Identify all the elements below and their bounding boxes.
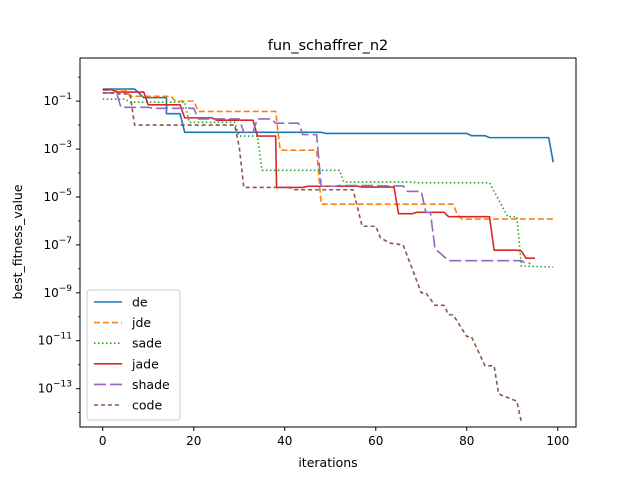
x-tick-label: 20	[186, 434, 201, 448]
y-tick-label: 10−1	[43, 92, 72, 108]
legend-label-shade: shade	[132, 377, 170, 392]
legend-label-jde: jde	[131, 315, 151, 330]
y-tick-exponent: −1	[59, 92, 72, 102]
y-tick-exponent: −5	[59, 188, 72, 198]
plot-frame	[79, 57, 577, 428]
x-tick-label: 0	[99, 434, 107, 448]
y-tick-label: 10−3	[43, 140, 72, 156]
legend-label-de: de	[132, 295, 148, 310]
y-axis-ticks: 10−13 10−11 10−9 10−7 10−5 10−3 10−1	[38, 76, 80, 414]
series-line-code	[102, 92, 523, 423]
y-tick-label: 10−11	[38, 332, 72, 348]
y-tick-exponent: −3	[59, 140, 72, 150]
series-line-jade	[102, 88, 536, 259]
legend-label-jade: jade	[131, 356, 159, 371]
x-axis-ticks: 0 20 40 60 80 100	[99, 427, 569, 448]
y-tick-label: 10−5	[43, 188, 72, 204]
series-layer	[102, 88, 555, 423]
y-tick-exponent: −13	[53, 380, 72, 390]
series-line-jde	[102, 89, 554, 220]
x-tick-label: 80	[459, 434, 474, 448]
legend-frame	[86, 289, 181, 421]
y-tick-exponent: −9	[59, 284, 73, 294]
y-tick-label: 10−13	[38, 380, 72, 396]
x-axis-label: iterations	[298, 455, 357, 470]
y-tick-label: 10−9	[43, 284, 72, 300]
y-tick-label: 10−7	[43, 236, 72, 252]
x-tick-label: 60	[368, 434, 383, 448]
chart-title: fun_schaffrer_n2	[268, 38, 389, 54]
y-tick-exponent: −7	[59, 236, 72, 246]
series-line-de	[102, 88, 555, 163]
series-line-shade	[102, 92, 531, 265]
legend-label-sade: sade	[132, 336, 162, 351]
x-tick-label: 100	[546, 434, 569, 448]
y-axis-label: best_fitness_value	[10, 184, 25, 299]
y-tick-exponent: −11	[53, 332, 72, 342]
legend: de jde sade jade shade code	[86, 289, 181, 421]
x-tick-label: 40	[277, 434, 292, 448]
legend-label-code: code	[132, 398, 162, 413]
